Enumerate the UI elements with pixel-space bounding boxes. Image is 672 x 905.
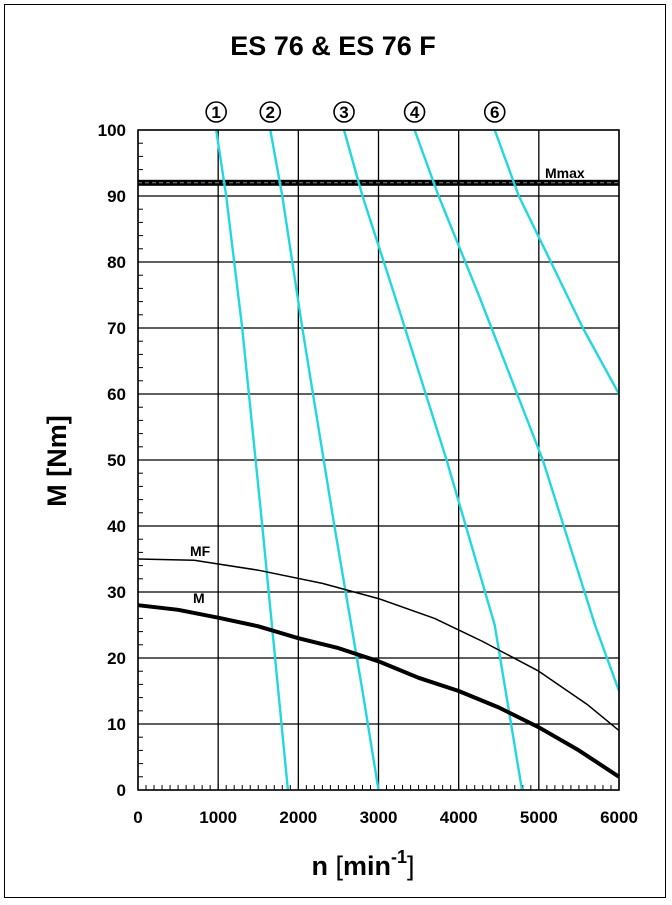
- series-label-mf: MF: [190, 543, 211, 559]
- x-axis-label-main: n: [311, 851, 335, 881]
- x-tick-labels: 0 1000 2000 3000 4000 5000 6000: [133, 808, 638, 827]
- y-axis-label: M [Nm]: [42, 415, 72, 506]
- x-tick-label: 0: [133, 808, 142, 827]
- y-tick-label: 10: [107, 715, 126, 734]
- series-label-m: M: [193, 590, 205, 606]
- x-tick-label: 5000: [520, 808, 558, 827]
- x-tick-label: 1000: [199, 808, 237, 827]
- y-tick-label: 40: [107, 517, 126, 536]
- speed-curve-labels: 1 2 3 4 6: [206, 102, 505, 122]
- mmax-label: Mmax: [545, 165, 585, 181]
- x-tick-label: 6000: [600, 808, 638, 827]
- y-tick-label: 20: [107, 649, 126, 668]
- y-tick-label: 0: [117, 781, 126, 800]
- speed-curve: [415, 130, 619, 691]
- x-tick-label: 3000: [360, 808, 398, 827]
- x-tick-label: 4000: [440, 808, 478, 827]
- y-tick-label: 90: [107, 187, 126, 206]
- x-tick-label: 2000: [279, 808, 317, 827]
- x-axis-label: n [min-1]: [311, 847, 414, 881]
- speed-label: 3: [339, 103, 348, 122]
- speed-label: 1: [211, 103, 220, 122]
- y-tick-label: 100: [98, 121, 126, 140]
- grid: [138, 130, 619, 790]
- speed-label: 6: [490, 103, 499, 122]
- y-tick-label: 30: [107, 583, 126, 602]
- x-axis-label-sup: -1: [391, 847, 407, 867]
- y-tick-label: 60: [107, 385, 126, 404]
- speed-label: 2: [266, 103, 275, 122]
- chart-title: ES 76 & ES 76 F: [230, 31, 436, 61]
- y-tick-label: 80: [107, 253, 126, 272]
- speed-label: 4: [410, 103, 420, 122]
- x-axis-label-unit: min: [343, 851, 391, 881]
- y-tick-label: 50: [107, 451, 126, 470]
- y-tick-labels: 0 10 20 30 40 50 60 70 80 90 100: [98, 121, 126, 800]
- y-tick-label: 70: [107, 319, 126, 338]
